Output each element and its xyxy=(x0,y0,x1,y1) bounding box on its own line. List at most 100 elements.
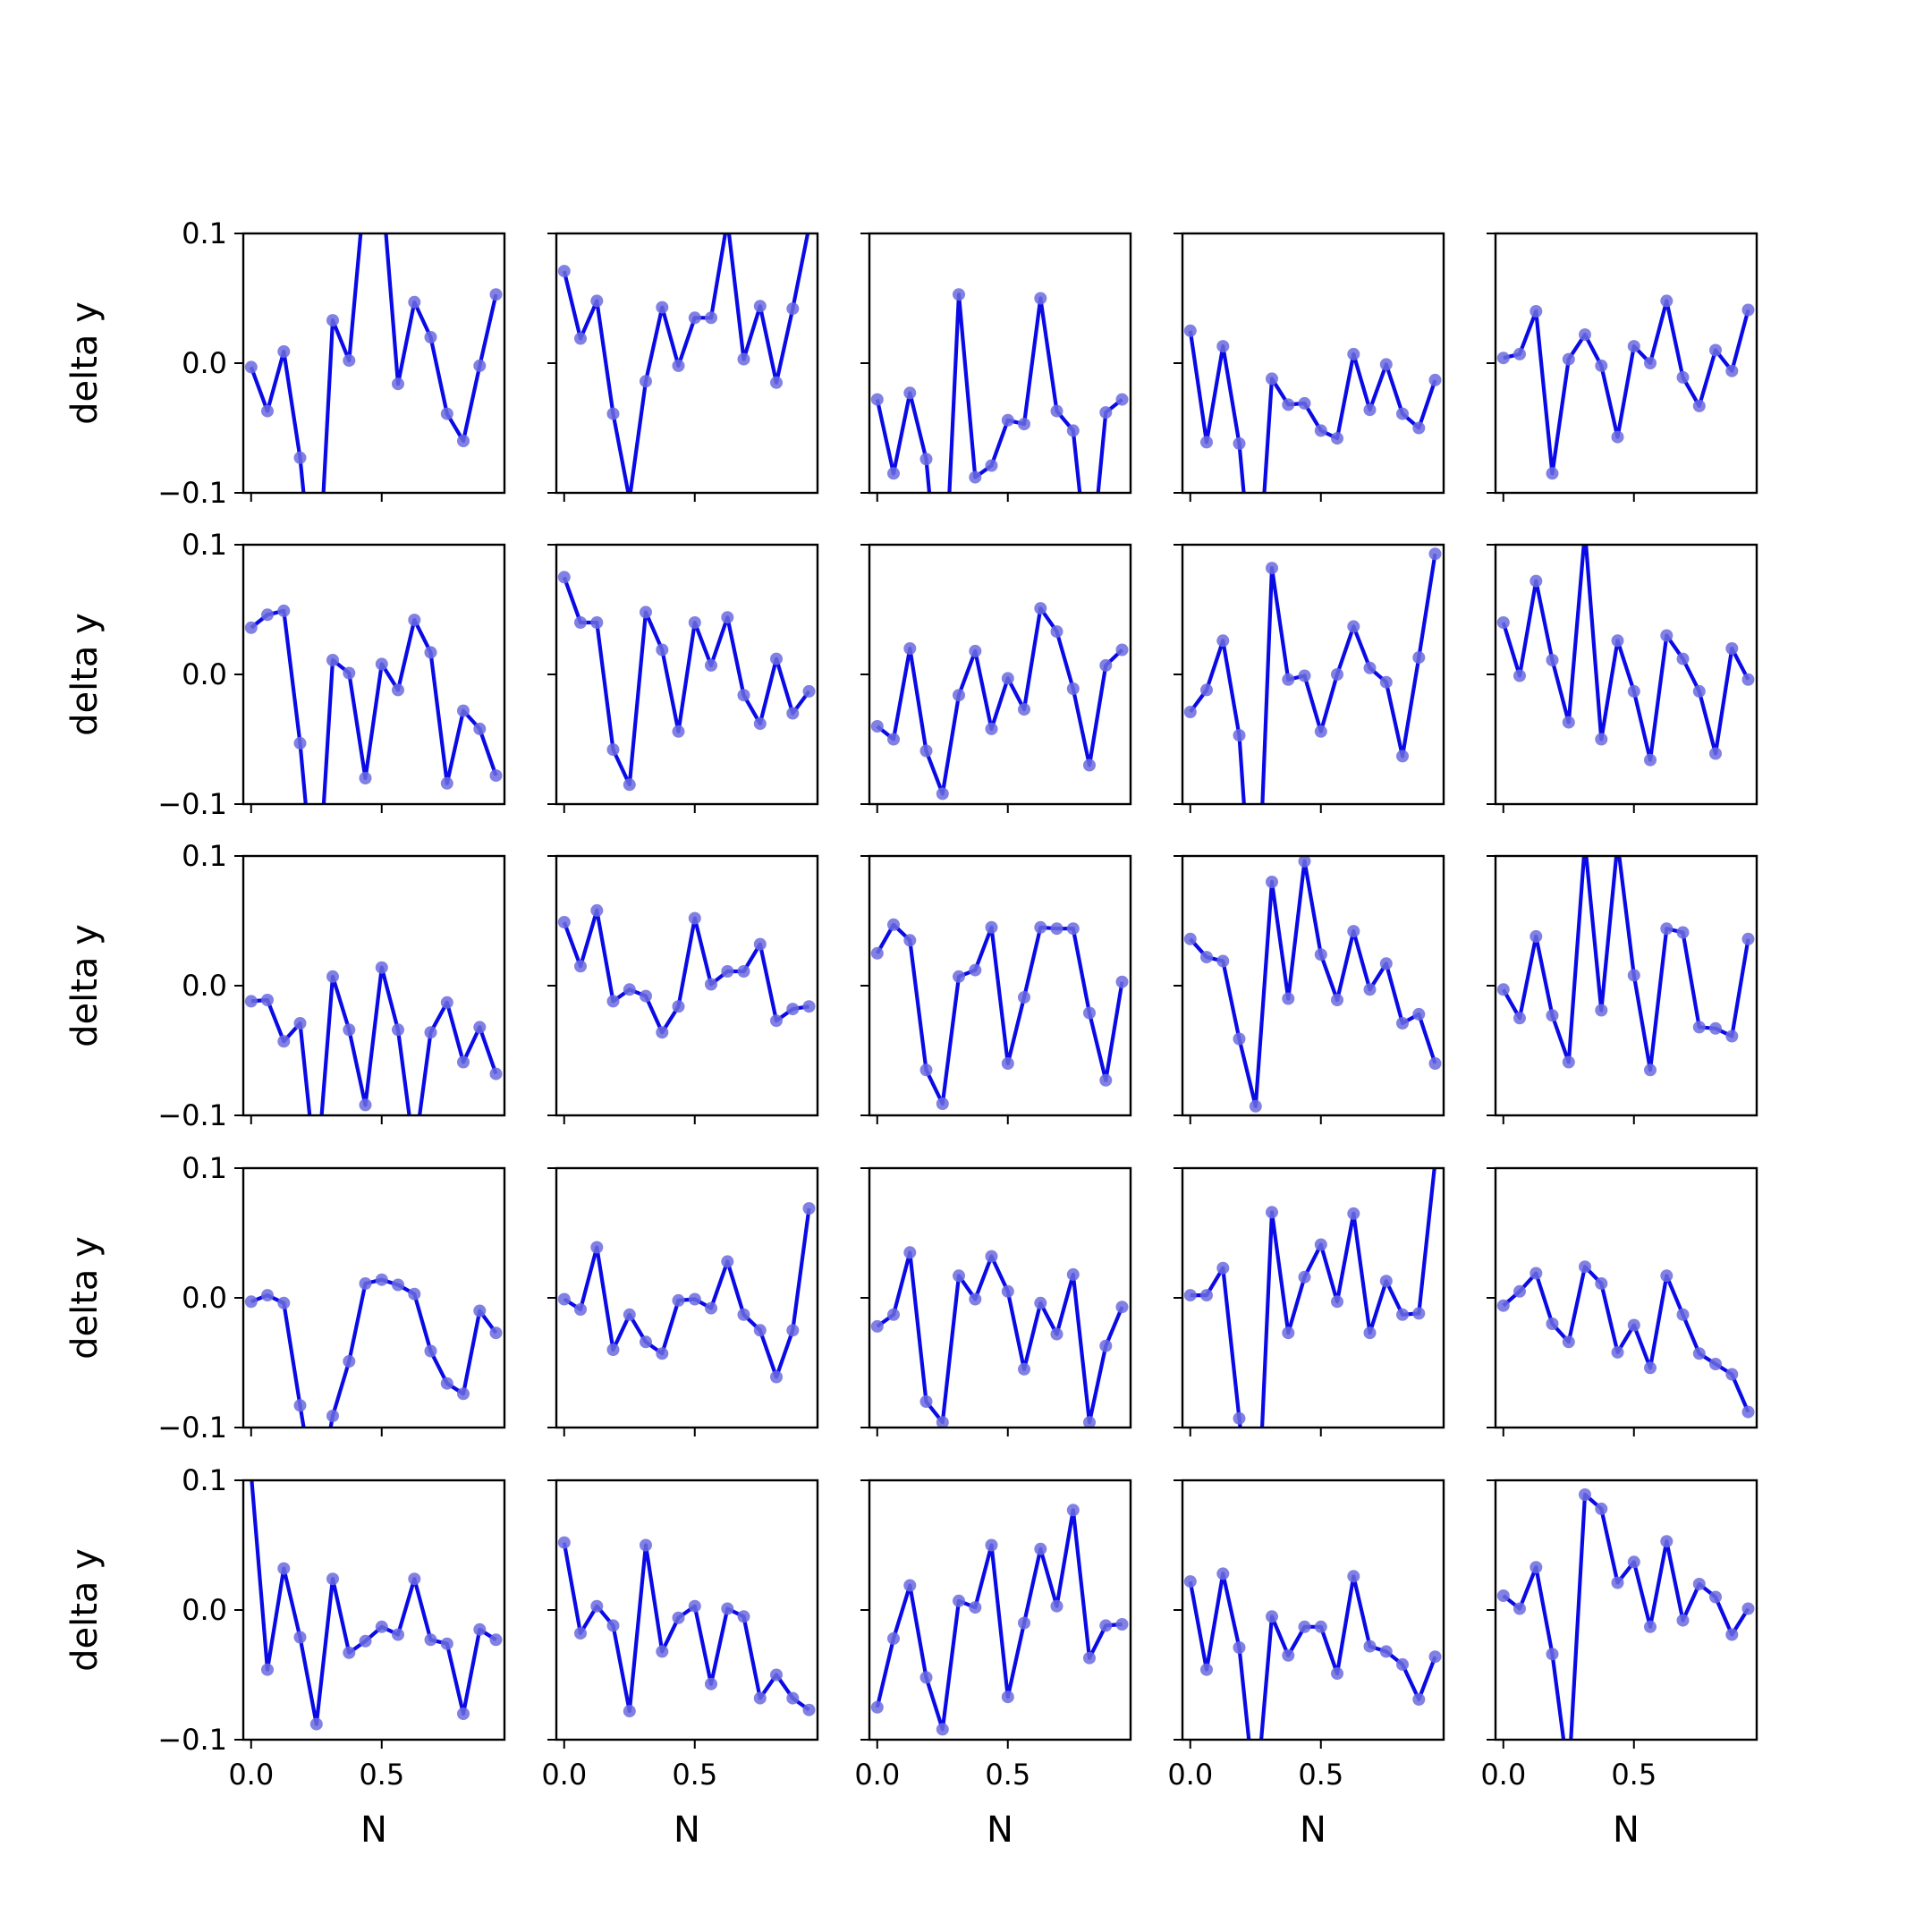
data-point xyxy=(1314,424,1327,437)
data-point xyxy=(326,970,339,983)
data-point xyxy=(310,915,323,928)
data-point xyxy=(623,1308,636,1321)
data-point xyxy=(1066,424,1080,437)
data-point xyxy=(1347,1570,1360,1583)
data-point xyxy=(1660,1535,1674,1548)
series-line xyxy=(875,922,1124,1106)
plot-area xyxy=(1183,1168,1436,1428)
data-point xyxy=(623,983,636,996)
series-line xyxy=(562,576,811,787)
series-line xyxy=(562,233,810,493)
series-line xyxy=(563,1208,811,1379)
data-point xyxy=(969,1601,982,1614)
data-point xyxy=(489,1326,503,1340)
y-axis-label: delta y xyxy=(64,924,106,1047)
data-point xyxy=(1513,1284,1526,1298)
subplot-r2-c3 xyxy=(860,543,1132,813)
data-point xyxy=(392,1628,404,1641)
y-tick-label: −0.1 xyxy=(157,476,227,510)
data-point xyxy=(1083,578,1096,590)
data-point xyxy=(1660,922,1674,936)
data-point xyxy=(1083,758,1096,772)
data-point xyxy=(1612,837,1624,850)
data-point xyxy=(375,1620,388,1633)
data-point xyxy=(672,359,685,372)
data-point xyxy=(1200,951,1213,964)
axes-frame xyxy=(1494,1166,1758,1429)
y-tick-label: −0.1 xyxy=(157,1098,227,1132)
data-point xyxy=(672,1611,685,1624)
data-point xyxy=(440,1637,453,1650)
data-point xyxy=(326,1572,339,1586)
data-point xyxy=(293,1399,307,1412)
data-point xyxy=(903,934,917,947)
data-point xyxy=(1034,1296,1047,1309)
data-point xyxy=(656,1026,669,1039)
subplot-r2-c2 xyxy=(547,543,819,813)
data-point xyxy=(870,720,884,733)
data-point xyxy=(1298,396,1311,410)
data-point xyxy=(1530,1267,1543,1280)
data-point xyxy=(1249,1099,1262,1113)
y-tick-label: 0.1 xyxy=(182,1463,227,1497)
data-point xyxy=(1513,669,1526,682)
data-point xyxy=(786,302,800,316)
data-point xyxy=(903,1246,917,1259)
data-point xyxy=(277,345,291,358)
subplot-r5-c4: 0.0 0.5 N xyxy=(1167,1479,1445,1851)
data-point xyxy=(1595,1502,1608,1515)
data-point xyxy=(1676,1614,1690,1627)
data-point xyxy=(870,1700,884,1714)
data-point xyxy=(1099,658,1113,672)
plot-area xyxy=(250,1480,503,1731)
data-point xyxy=(1018,1616,1030,1630)
series-line xyxy=(1503,299,1750,476)
data-point xyxy=(360,175,372,188)
data-point xyxy=(1709,1021,1722,1035)
data-point xyxy=(574,1627,587,1640)
y-tick-label: 0.1 xyxy=(182,1151,227,1185)
data-point xyxy=(1115,393,1129,406)
series-line xyxy=(562,908,809,1035)
data-point xyxy=(457,1707,470,1720)
data-point xyxy=(408,295,421,309)
data-point xyxy=(1083,1651,1096,1665)
plot-area xyxy=(1496,1488,1755,1740)
data-point xyxy=(1298,1270,1311,1284)
data-point xyxy=(1363,1326,1377,1340)
y-tick-label: 0.0 xyxy=(182,969,227,1003)
data-point xyxy=(1562,1335,1575,1349)
data-point xyxy=(688,616,701,629)
data-point xyxy=(277,1562,291,1575)
data-point xyxy=(656,301,669,314)
data-point xyxy=(1200,683,1213,697)
data-point xyxy=(1331,1295,1343,1309)
data-point xyxy=(1083,1006,1096,1020)
data-point xyxy=(1579,526,1591,538)
data-point xyxy=(440,996,453,1009)
data-point xyxy=(623,1705,636,1718)
data-point xyxy=(359,1277,372,1290)
data-point xyxy=(1266,1206,1278,1219)
plot-area xyxy=(557,571,816,792)
x-tick-label: 0.5 xyxy=(1298,1758,1343,1792)
data-point xyxy=(1347,620,1360,633)
data-point xyxy=(277,1035,291,1048)
data-point xyxy=(1331,668,1343,681)
data-point xyxy=(473,1304,487,1318)
series-line xyxy=(1501,545,1750,762)
plot-area xyxy=(1183,1567,1442,1740)
series-line xyxy=(250,965,498,1115)
data-point xyxy=(1741,303,1755,317)
data-point xyxy=(590,294,604,308)
data-point xyxy=(1298,669,1311,682)
data-point xyxy=(1233,436,1246,450)
x-tick-label: 0.0 xyxy=(541,1758,587,1792)
data-point xyxy=(1396,1657,1409,1671)
data-point xyxy=(261,1289,274,1302)
subplot-r1-c5 xyxy=(1487,232,1758,502)
data-point xyxy=(1066,1267,1080,1281)
data-point xyxy=(1363,983,1377,996)
data-point xyxy=(590,903,604,917)
data-point xyxy=(440,1377,453,1390)
